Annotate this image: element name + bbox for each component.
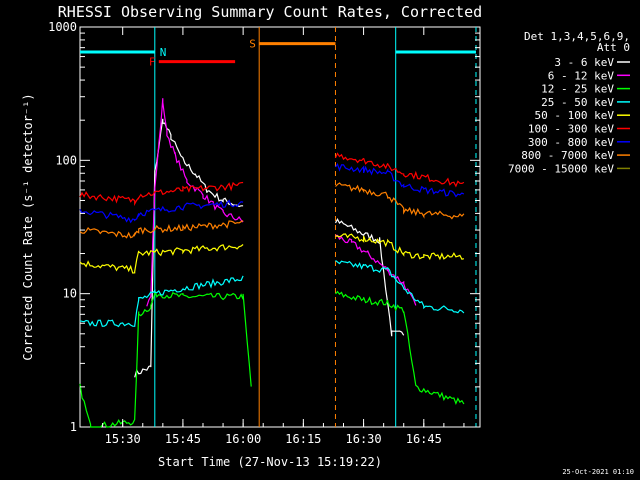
series-line	[79, 290, 465, 428]
series-line	[79, 163, 465, 224]
series-6	[79, 163, 465, 224]
series-3	[79, 260, 465, 328]
annotation-label: N	[160, 46, 167, 59]
series-2	[79, 290, 465, 428]
y-tick-label: 1	[70, 420, 77, 434]
plot-frame	[79, 26, 481, 428]
x-tick-label: 16:45	[406, 432, 442, 446]
legend-label: 300 - 800 keV	[528, 136, 614, 149]
legend-label: 50 - 100 keV	[535, 109, 615, 122]
x-tick-label: 16:15	[285, 432, 321, 446]
generation-timestamp: 25-Oct-2021 01:10	[562, 468, 634, 476]
y-tick-label: 100	[55, 153, 77, 167]
legend-label: 6 - 12 keV	[548, 69, 615, 82]
x-axis: 15:30 15:45 16:00 16:15 16:30 16:45	[102, 27, 465, 446]
series-line	[79, 152, 465, 207]
x-tick-label: 15:30	[105, 432, 141, 446]
x-tick-label: 16:00	[225, 432, 261, 446]
x-tick-label: 15:45	[165, 432, 201, 446]
series-5	[79, 152, 465, 207]
series-line	[134, 118, 405, 378]
series-layer	[79, 98, 465, 428]
series-4	[79, 233, 465, 274]
legend-label: 12 - 25 keV	[541, 83, 614, 96]
y-tick-label: 10	[63, 287, 77, 301]
y-axis-label: Corrected Count Rate (s⁻¹ detector⁻¹)	[21, 93, 35, 360]
series-line	[79, 182, 465, 239]
plot-area: NF S 1 10 100 1000 15:30 15:45 16:00 16:15 16:30…	[48, 20, 481, 446]
legend-header-line-2: Att 0	[597, 41, 630, 54]
x-axis-label: Start Time (27-Nov-13 15:19:22)	[158, 455, 382, 469]
series-0	[134, 118, 405, 378]
annotation-label: S	[249, 38, 256, 51]
series-7	[79, 182, 465, 239]
y-tick-label: 1000	[48, 20, 77, 34]
legend-header-line-1: Det 1,3,4,5,6,9,	[524, 30, 630, 43]
legend-label: 800 - 7000 keV	[521, 149, 614, 162]
series-line	[79, 233, 465, 274]
series-line	[79, 260, 465, 328]
annotation-label: F	[149, 56, 156, 69]
annotations: NF S	[80, 27, 477, 427]
legend-label: 25 - 50 keV	[541, 96, 614, 109]
legend-label: 3 - 6 keV	[554, 56, 614, 69]
legend-label: 100 - 300 keV	[528, 123, 614, 136]
legend-label: 7000 - 15000 keV	[508, 162, 614, 175]
y-axis: 1 10 100 1000	[48, 20, 480, 434]
x-tick-label: 16:30	[346, 432, 382, 446]
chart-title: RHESSI Observing Summary Count Rates, Co…	[58, 3, 482, 21]
series-1	[146, 98, 417, 307]
series-line	[146, 98, 417, 307]
